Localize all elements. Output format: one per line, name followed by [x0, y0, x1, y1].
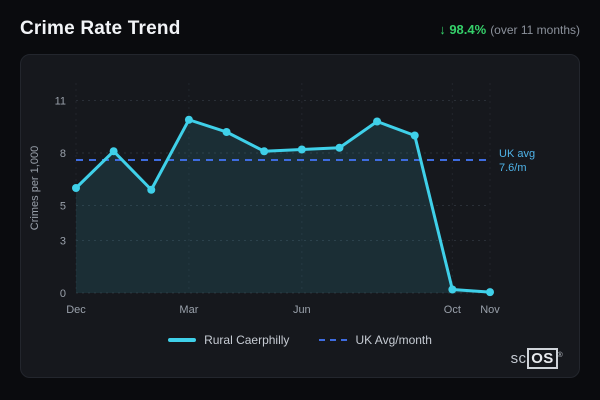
- svg-text:Mar: Mar: [179, 304, 198, 316]
- svg-text:Oct: Oct: [444, 304, 461, 316]
- svg-text:7.6/m: 7.6/m: [499, 162, 527, 174]
- legend-label: UK Avg/month: [355, 333, 432, 347]
- svg-text:5: 5: [60, 201, 66, 213]
- logo-boxed-text: OS: [527, 348, 558, 369]
- crime-dashboard: Crime Rate Trend ↓ 98.4% (over 11 months)…: [20, 18, 580, 378]
- logo-prefix: sc: [510, 350, 527, 367]
- svg-text:11: 11: [55, 96, 66, 108]
- chart-legend: Rural Caerphilly UK Avg/month: [21, 333, 579, 347]
- trend-value: ↓ 98.4%: [439, 22, 486, 37]
- svg-text:8: 8: [60, 148, 66, 160]
- svg-text:UK avg: UK avg: [499, 148, 535, 160]
- trend-percent: 98.4%: [449, 22, 487, 37]
- crime-trend-chart: 0 3 5 8 11 Dec Mar Jun Oct Nov UK avg 7.6/m Crimes p…: [29, 83, 535, 316]
- dashed-line-swatch-icon: [319, 339, 348, 341]
- legend-item-uk-avg[interactable]: UK Avg/month: [319, 333, 432, 347]
- svg-text:3: 3: [60, 236, 66, 248]
- trend-caption: (over 11 months): [490, 23, 580, 37]
- trend-stat: ↓ 98.4% (over 11 months): [439, 22, 580, 37]
- page-title: Crime Rate Trend: [20, 18, 181, 39]
- scos-logo: sc OS ®: [510, 348, 563, 369]
- chart-card: 0 3 5 8 11 Dec Mar Jun Oct Nov UK avg 7.6/m Crimes p…: [20, 54, 580, 378]
- svg-text:Dec: Dec: [66, 304, 86, 316]
- svg-text:Jun: Jun: [293, 304, 311, 316]
- svg-text:Crimes per 1,000: Crimes per 1,000: [29, 146, 41, 230]
- svg-text:Nov: Nov: [480, 304, 500, 316]
- solid-line-swatch-icon: [168, 338, 197, 342]
- down-arrow-icon: ↓: [439, 22, 446, 37]
- svg-text:0: 0: [60, 288, 66, 300]
- header: Crime Rate Trend ↓ 98.4% (over 11 months): [20, 18, 580, 40]
- registered-mark: ®: [557, 352, 563, 359]
- legend-label: Rural Caerphilly: [204, 333, 290, 347]
- legend-item-rural-caerphilly[interactable]: Rural Caerphilly: [168, 333, 289, 347]
